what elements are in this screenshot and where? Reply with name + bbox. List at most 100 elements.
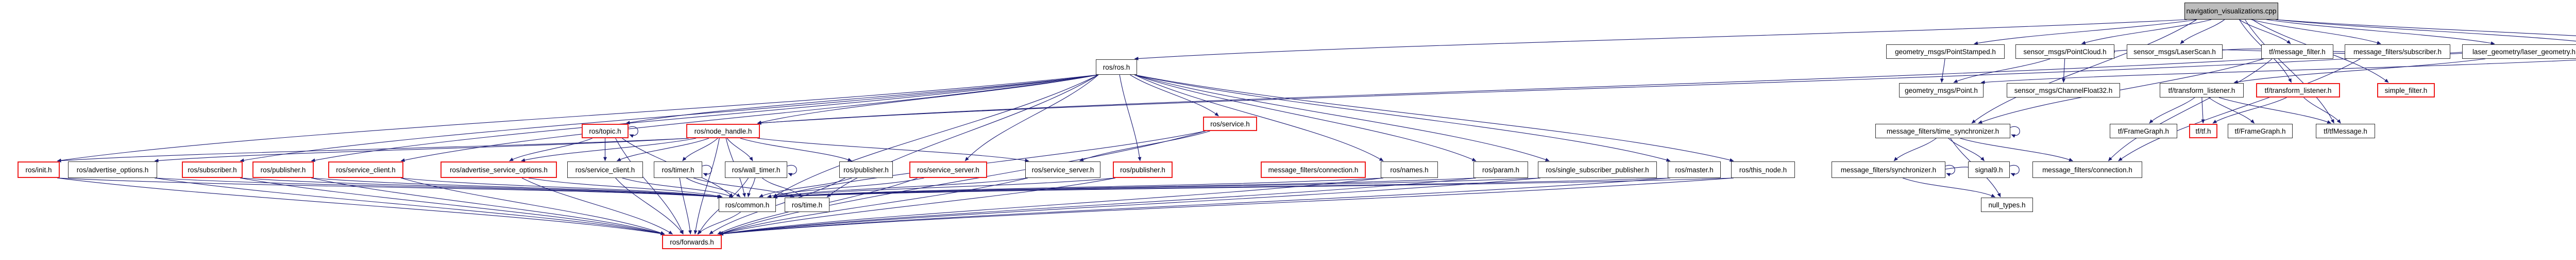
include-edge (2081, 19, 2212, 45)
include-edge (311, 74, 1099, 163)
include-edge (773, 177, 1028, 199)
graph-node-framegraph2[interactable]: tf/FrameGraph.h (2228, 124, 2293, 138)
include-edge (773, 177, 1384, 199)
graph-node-tflistener_k[interactable]: tf/transform_listener.h (2160, 83, 2244, 98)
graph-node-walltimer[interactable]: ros/wall_timer.h (725, 161, 787, 178)
graph-node-svcserver_k[interactable]: ros/service_server.h (1025, 161, 1100, 178)
include-edge (773, 74, 1099, 198)
graph-node-service[interactable]: ros/service.h (1203, 117, 1257, 131)
include-edge (2251, 19, 2381, 45)
graph-node-svcclient_k[interactable]: ros/service_client.h (567, 161, 643, 178)
graph-node-framegraph1[interactable]: tf/FrameGraph.h (2110, 124, 2177, 138)
graph-node-svcserver_r[interactable]: ros/service_server.h (909, 161, 987, 178)
graph-node-publisher_k[interactable]: ros/publisher.h (839, 161, 893, 178)
include-edge (2303, 97, 2341, 124)
graph-node-publisher_r2[interactable]: ros/publisher.h (1113, 161, 1173, 178)
include-edge (1974, 19, 2197, 45)
graph-node-nodehandle[interactable]: ros/node_handle.h (686, 124, 760, 138)
include-edge (719, 177, 1734, 236)
include-edge (1893, 138, 1937, 161)
include-edge (311, 177, 722, 199)
graph-node-timesync[interactable]: message_filters/time_synchronizer.h (1875, 124, 2010, 138)
graph-node-msgfilter[interactable]: tf/message_filter.h (2261, 44, 2333, 59)
include-edge (1902, 177, 1995, 198)
include-edge (154, 177, 722, 199)
include-edge (2233, 58, 2486, 84)
graph-node-subscriber[interactable]: ros/subscriber.h (182, 161, 243, 178)
graph-node-tfmessage[interactable]: tf/tfMessage.h (2316, 124, 2375, 138)
graph-node-tflistener_r[interactable]: tf/transform_listener.h (2256, 83, 2340, 98)
graph-node-timer[interactable]: ros/timer.h (654, 161, 702, 178)
graph-node-mfconn_k[interactable]: message_filters/connection.h (2032, 161, 2142, 178)
graph-node-names[interactable]: ros/names.h (1381, 161, 1438, 178)
include-edge (1119, 74, 1142, 161)
include-edge (2208, 97, 2255, 124)
graph-node-laserscan[interactable]: sensor_msgs/LaserScan.h (2127, 44, 2223, 59)
graph-node-publisher_r[interactable]: ros/publisher.h (252, 161, 314, 178)
graph-node-mfconn_r[interactable]: message_filters/connection.h (1261, 161, 1366, 178)
include-edge (616, 138, 709, 161)
include-edge (2062, 58, 2066, 83)
graph-node-root[interactable]: navigation_visualizations.cpp (2184, 3, 2278, 20)
include-edge (759, 177, 852, 198)
include-edge (57, 177, 665, 236)
graph-node-thisnode[interactable]: ros/this_node.h (1731, 161, 1795, 178)
include-edge (615, 177, 684, 235)
graph-node-time[interactable]: ros/time.h (785, 198, 829, 212)
graph-node-pointstamped[interactable]: geometry_msgs/PointStamped.h (1886, 44, 2005, 59)
include-edge (767, 177, 924, 198)
include-edge (679, 177, 692, 235)
include-edge (1948, 138, 1985, 161)
graph-node-gpoint[interactable]: geometry_msgs/Point.h (1899, 83, 1984, 98)
graph-node-simplefilter[interactable]: simple_filter.h (2377, 83, 2435, 98)
include-edge (757, 58, 2348, 125)
include-edge (2180, 19, 2225, 44)
include-edge (2266, 19, 2495, 45)
graph-node-svcclient_r[interactable]: ros/service_client.h (328, 161, 403, 178)
graph-node-advsvcopts[interactable]: ros/advertise_service_options.h (440, 161, 557, 178)
graph-node-forwards[interactable]: ros/forwards.h (662, 235, 722, 249)
include-edge (719, 131, 1206, 235)
include-edge (726, 138, 753, 161)
include-edge (2118, 58, 2361, 161)
graph-node-channelfloat[interactable]: sensor_msgs/ChannelFloat32.h (2007, 83, 2120, 98)
include-edge (154, 138, 689, 163)
include-edge (2149, 97, 2195, 124)
include-edge (757, 58, 2264, 125)
include-edge (1134, 74, 1671, 162)
graph-node-lasergeom[interactable]: laser_geometry/laser_geometry.h (2462, 44, 2576, 59)
graph-node-nulltypes[interactable]: null_types.h (1981, 198, 2033, 212)
include-edge (622, 177, 734, 198)
graph-node-advopts[interactable]: ros/advertise_options.h (68, 161, 157, 178)
include-edge (240, 177, 722, 199)
graph-node-tftf[interactable]: tf/tf.h (2189, 124, 2217, 138)
graph-node-topic[interactable]: ros/topic.h (582, 124, 629, 138)
include-edge (1940, 58, 1945, 83)
graph-node-synchronizer[interactable]: message_filters/synchronizer.h (1832, 161, 1945, 178)
graph-node-pointcloud[interactable]: sensor_msgs/PointCloud.h (2015, 44, 2114, 59)
include-edge (757, 74, 1099, 124)
graph-node-init[interactable]: ros/init.h (18, 161, 60, 178)
include-edge (1130, 74, 1219, 117)
include-edge (1079, 131, 1210, 161)
include-edge (773, 177, 1541, 199)
include-edge (826, 74, 1099, 198)
include-edge (400, 177, 722, 199)
self-loop-edge (2009, 165, 2020, 177)
include-edge (773, 177, 1116, 199)
include-edge (2108, 58, 2273, 161)
graph-node-param[interactable]: ros/param.h (1473, 161, 1528, 178)
include-edge (719, 177, 1028, 235)
include-edge (615, 138, 684, 235)
graph-node-common[interactable]: ros/common.h (719, 198, 776, 212)
include-edge (1134, 74, 1477, 161)
include-edge (757, 138, 1029, 163)
graph-node-signal9[interactable]: signal9.h (1968, 161, 2010, 178)
graph-node-rosros[interactable]: ros/ros.h (1096, 59, 1137, 75)
graph-node-mfsubscriber[interactable]: message_filters/subscriber.h (2345, 44, 2450, 59)
include-edge (1953, 58, 2050, 83)
graph-node-master[interactable]: ros/master.h (1668, 161, 1721, 178)
include-edge (1980, 59, 2576, 84)
graph-node-singlesub[interactable]: ros/single_subscriber_publisher.h (1538, 161, 1657, 178)
